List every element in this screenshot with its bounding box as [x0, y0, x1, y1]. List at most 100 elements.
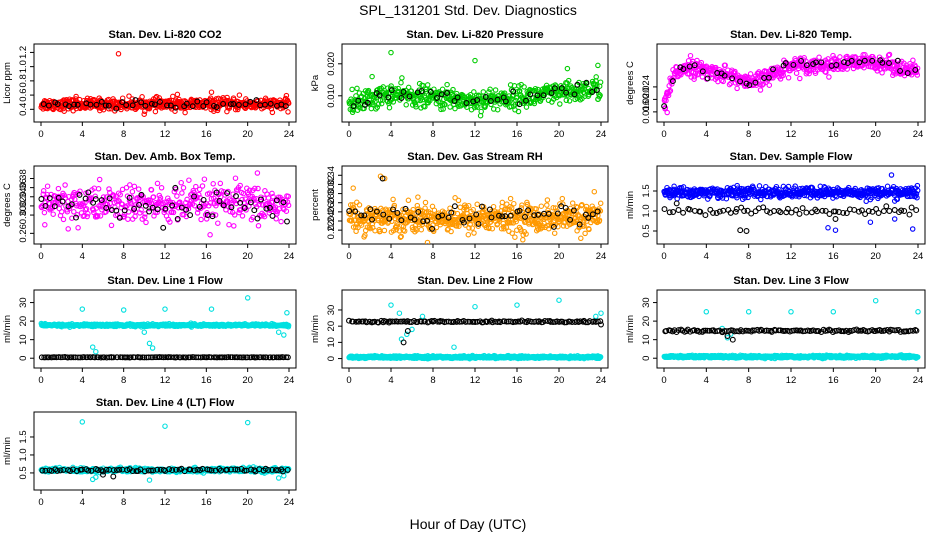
data-point — [405, 197, 412, 204]
data-point — [62, 101, 69, 108]
x-tick-label: 0 — [346, 375, 351, 386]
data-point — [216, 198, 223, 204]
y-tick-label: 0.020 — [641, 87, 652, 111]
data-point — [571, 91, 578, 98]
data-point — [399, 75, 405, 81]
data-point — [826, 74, 832, 80]
outlier-point — [595, 62, 601, 69]
data-point — [211, 354, 218, 361]
data-point — [411, 216, 418, 223]
data-point — [355, 97, 362, 104]
data-point — [277, 354, 284, 361]
data-point — [398, 95, 405, 101]
data-point — [73, 214, 79, 221]
data-point — [822, 207, 829, 214]
data-point — [200, 103, 207, 110]
data-point — [255, 185, 261, 192]
data-point — [381, 227, 388, 234]
outlier-point — [379, 175, 386, 182]
data-point — [82, 195, 89, 202]
data-point — [42, 222, 48, 228]
data-point — [793, 70, 800, 76]
data-point — [448, 209, 455, 216]
x-tick-label: 4 — [704, 129, 709, 140]
data-point — [167, 102, 174, 109]
data-point — [119, 201, 126, 208]
data-point — [886, 208, 893, 214]
data-point — [796, 210, 803, 217]
data-point — [215, 220, 221, 226]
data-point — [178, 179, 184, 186]
data-point — [545, 210, 552, 217]
data-point — [354, 199, 360, 206]
data-point — [242, 101, 249, 108]
data-point — [134, 195, 141, 201]
data-point — [894, 57, 901, 64]
data-point — [460, 219, 467, 226]
data-point — [851, 206, 858, 213]
x-tick-label: 4 — [80, 251, 85, 262]
data-point — [40, 101, 47, 108]
data-point — [154, 209, 160, 216]
outlier-point — [208, 306, 215, 312]
data-point — [448, 228, 454, 235]
data-point — [734, 182, 740, 189]
data-point — [586, 226, 592, 233]
data-point — [694, 57, 700, 64]
data-point — [252, 185, 258, 192]
data-point — [562, 204, 569, 211]
data-point — [716, 208, 723, 215]
data-point — [869, 208, 876, 215]
data-point — [427, 88, 434, 95]
x-tick-label: 12 — [470, 251, 481, 262]
data-point — [861, 57, 868, 64]
data-point — [471, 89, 477, 95]
data-point — [454, 210, 461, 217]
data-point — [386, 207, 393, 213]
data-layer — [38, 170, 292, 238]
data-point — [875, 210, 882, 216]
data-point — [429, 225, 436, 232]
data-point — [554, 210, 561, 217]
data-point — [210, 181, 216, 187]
series-secondary — [346, 175, 601, 232]
data-point — [353, 221, 360, 228]
panel-title: Stan. Dev. Li-820 CO2 — [109, 29, 222, 41]
y-tick-label: 0.38 — [18, 169, 29, 188]
data-point — [148, 187, 155, 193]
data-point — [96, 176, 103, 183]
data-point — [133, 201, 139, 208]
data-point — [480, 89, 487, 95]
data-point — [704, 72, 711, 78]
outlier-point — [832, 216, 839, 222]
y-tick-label: 0.024 — [641, 75, 652, 99]
data-point — [183, 206, 190, 213]
data-point — [487, 86, 493, 93]
data-point — [569, 200, 576, 206]
data-point — [224, 190, 231, 197]
data-point — [58, 209, 65, 215]
x-tick-label: 16 — [512, 375, 523, 386]
data-point — [131, 205, 138, 212]
data-point — [812, 206, 819, 213]
data-point — [75, 225, 81, 231]
data-point — [285, 202, 292, 209]
data-point — [390, 196, 396, 203]
data-point — [46, 195, 53, 202]
data-point — [557, 101, 563, 107]
data-point — [77, 354, 84, 361]
data-point — [273, 216, 279, 222]
y-tick-label: 0.010 — [326, 84, 337, 108]
y-tick-label: 1.5 — [641, 184, 652, 197]
data-point — [533, 206, 540, 212]
data-point — [76, 191, 83, 198]
outlier-point — [472, 57, 478, 64]
data-point — [394, 209, 401, 216]
data-point — [392, 92, 398, 98]
data-point — [784, 205, 791, 212]
x-tick-label: 20 — [870, 129, 881, 140]
data-point — [551, 230, 558, 236]
